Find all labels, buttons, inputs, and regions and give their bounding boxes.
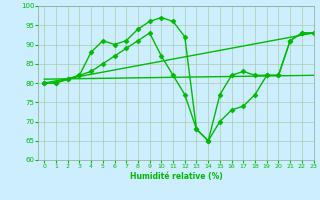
- X-axis label: Humidité relative (%): Humidité relative (%): [130, 172, 222, 181]
